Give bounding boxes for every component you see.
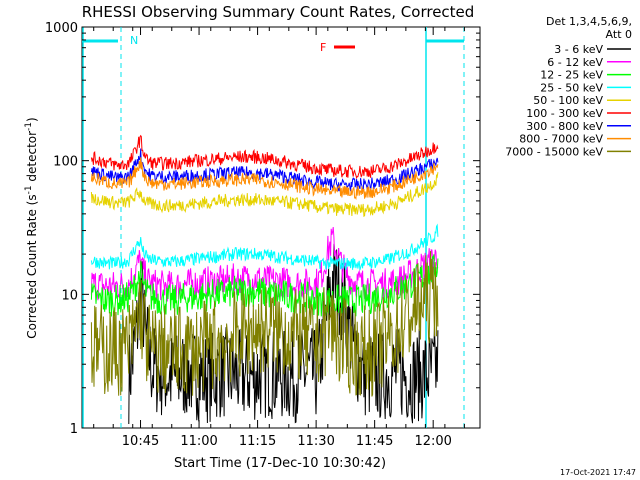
plot-frame: [81, 26, 481, 429]
flare-label: F: [320, 41, 326, 54]
night-label: N: [130, 34, 138, 47]
series-line: [90, 148, 439, 192]
y-axis-label: Corrected Count Rate (s-1 detector-1): [24, 117, 39, 338]
y-axis-label-sup2: -1: [24, 122, 34, 131]
chart-title: RHESSI Observing Summary Count Rates, Co…: [82, 3, 475, 21]
legend-label: 100 - 300 keV: [526, 107, 603, 120]
y-tick-label: 10: [61, 288, 78, 303]
legend-label: 3 - 6 keV: [554, 43, 603, 56]
legend-label: 6 - 12 keV: [547, 56, 603, 69]
footer-timestamp: 17-Oct-2021 17:47: [560, 468, 636, 477]
legend-label: 50 - 100 keV: [533, 94, 603, 107]
legend-title-line1: Det 1,3,4,5,6,9,: [546, 15, 632, 28]
series-line: [90, 134, 439, 180]
series-line: [90, 254, 439, 317]
y-tick-label: 100: [53, 155, 78, 170]
x-tick-label: 11:00: [180, 434, 217, 449]
legend-label: 300 - 800 keV: [526, 120, 603, 133]
series-line: [90, 172, 439, 218]
series-line: [90, 226, 439, 302]
x-tick-label: 11:30: [297, 434, 334, 449]
series-line: [90, 251, 439, 397]
series-group: [90, 134, 439, 425]
y-axis-label-part3: ): [25, 117, 39, 122]
y-axis-label-part2: detector: [25, 131, 39, 186]
x-axis-label: Start Time (17-Dec-10 10:30:42): [174, 456, 386, 471]
y-axis-label-sup1: -1: [24, 185, 34, 194]
x-tick-label: 10:45: [122, 434, 159, 449]
x-tick-label: 11:15: [239, 434, 276, 449]
x-tick-label: 11:45: [356, 434, 393, 449]
series-line: [90, 223, 439, 271]
x-tick-label: 12:00: [414, 434, 451, 449]
plot-frame-group: [81, 26, 481, 429]
legend-label: 12 - 25 keV: [540, 69, 603, 82]
series-line: [90, 157, 439, 201]
legend-label: 800 - 7000 keV: [519, 133, 603, 146]
axis-ticks-group: 1 10 100 1000 10:45 11:00 11:15 11:30 11:45 12:00: [45, 21, 480, 449]
y-axis-label-part1: Corrected Count Rate (s: [25, 194, 39, 338]
y-tick-label: 1: [70, 422, 78, 437]
y-tick-label: 1000: [45, 21, 78, 36]
legend-label: 25 - 50 keV: [540, 81, 603, 94]
legend-label: 7000 - 15000 keV: [505, 145, 603, 158]
legend-title-line2: Att 0: [606, 28, 632, 41]
